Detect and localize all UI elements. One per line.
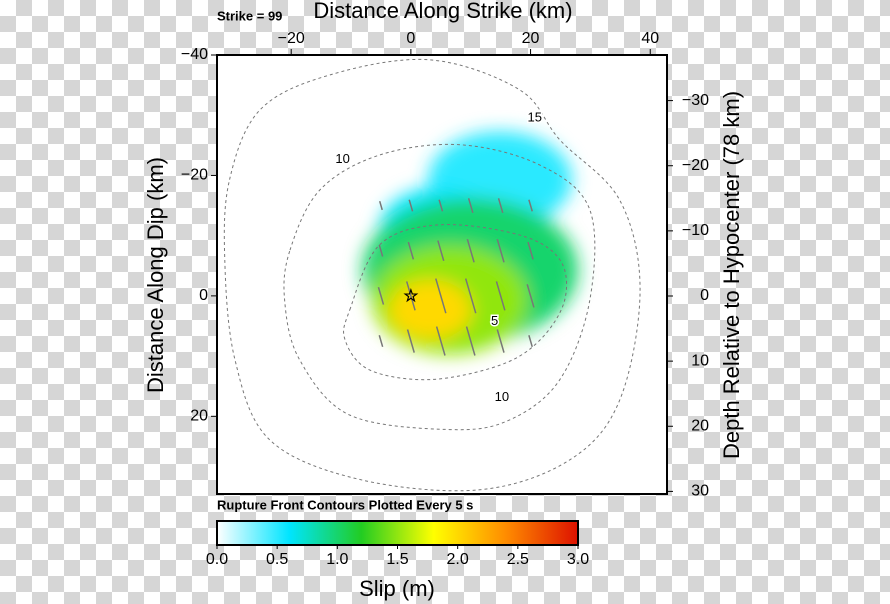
slip-vector [407,241,415,260]
colorbar [216,520,579,546]
slip-vector [496,329,505,353]
contour-label: 5 [491,313,498,328]
slip-vector [464,278,477,314]
x-tick-label: 0 [406,30,415,47]
slip-vector [528,335,533,348]
colorbar-tick-label: 0.5 [266,551,288,568]
slip-vector [435,326,446,356]
colorbar-tick-label: 0.0 [206,551,228,568]
plot-frame [216,54,668,495]
strike-label: Strike = 99 [217,8,282,23]
slip-vector [378,244,384,257]
slip-vector [465,326,476,356]
slip-vector [467,198,474,213]
colorbar-tick-label: 1.0 [326,551,348,568]
slip-vector [495,281,506,311]
y-tick-label: −40 [181,46,208,63]
slip-vector [526,284,535,308]
y2-tick-label: −10 [682,222,709,239]
hypocenter [403,288,419,303]
y2-tick-label: 10 [691,352,709,369]
y-tick-label: 0 [199,287,208,304]
y-tick-label: −20 [181,167,208,184]
slip-vector [438,199,444,212]
y2-axis-label: Depth Relative to Hypocenter (78 km) [719,91,744,459]
slip-vector [528,199,533,212]
y2-tick-label: 0 [700,287,709,304]
y2-tick-label: −20 [682,157,709,174]
slip-vector [497,198,504,213]
y2-tick-label: 20 [691,417,709,434]
slip-vector [378,335,384,348]
slip-vector [527,241,534,260]
y2-tick-label: 30 [691,483,709,500]
slip-vector [437,240,445,262]
chart-title: Distance Along Strike (km) [313,0,572,23]
slip-field [362,131,578,355]
slip-vector [435,278,447,314]
x-tick-label: −20 [278,30,305,47]
x-tick-label: 20 [522,30,540,47]
rupture-contour [283,143,596,431]
rupture-contour [223,58,641,492]
slip-vector [405,281,416,311]
colorbar-label: Slip (m) [359,576,435,601]
slip-patch [388,279,472,340]
slip-vector [466,238,475,263]
y2-tick-label: −30 [682,92,709,109]
colorbar-tick-label: 2.0 [447,551,469,568]
slip-vector [408,199,414,212]
colorbar-tick-label: 2.5 [507,551,529,568]
colorbar-tick-label: 1.5 [386,551,408,568]
rupture-contour [343,224,568,381]
colorbar-tick-label: 3.0 [567,551,589,568]
contour-label: 15 [528,110,542,125]
slip-vector [378,201,383,211]
contour-label: 10 [335,151,349,166]
x-tick-label: 40 [641,30,659,47]
y-axis-label: Distance Along Dip (km) [143,157,168,393]
slip-vector [406,329,415,353]
plot-content: 5 10 10 15 [223,58,641,492]
colorbar-title: Rupture Front Contours Plotted Every 5 s [217,497,473,512]
contour-label: 10 [495,389,509,404]
slip-vector [377,286,385,305]
y-tick-label: 20 [190,408,208,425]
slip-vector [496,238,505,263]
